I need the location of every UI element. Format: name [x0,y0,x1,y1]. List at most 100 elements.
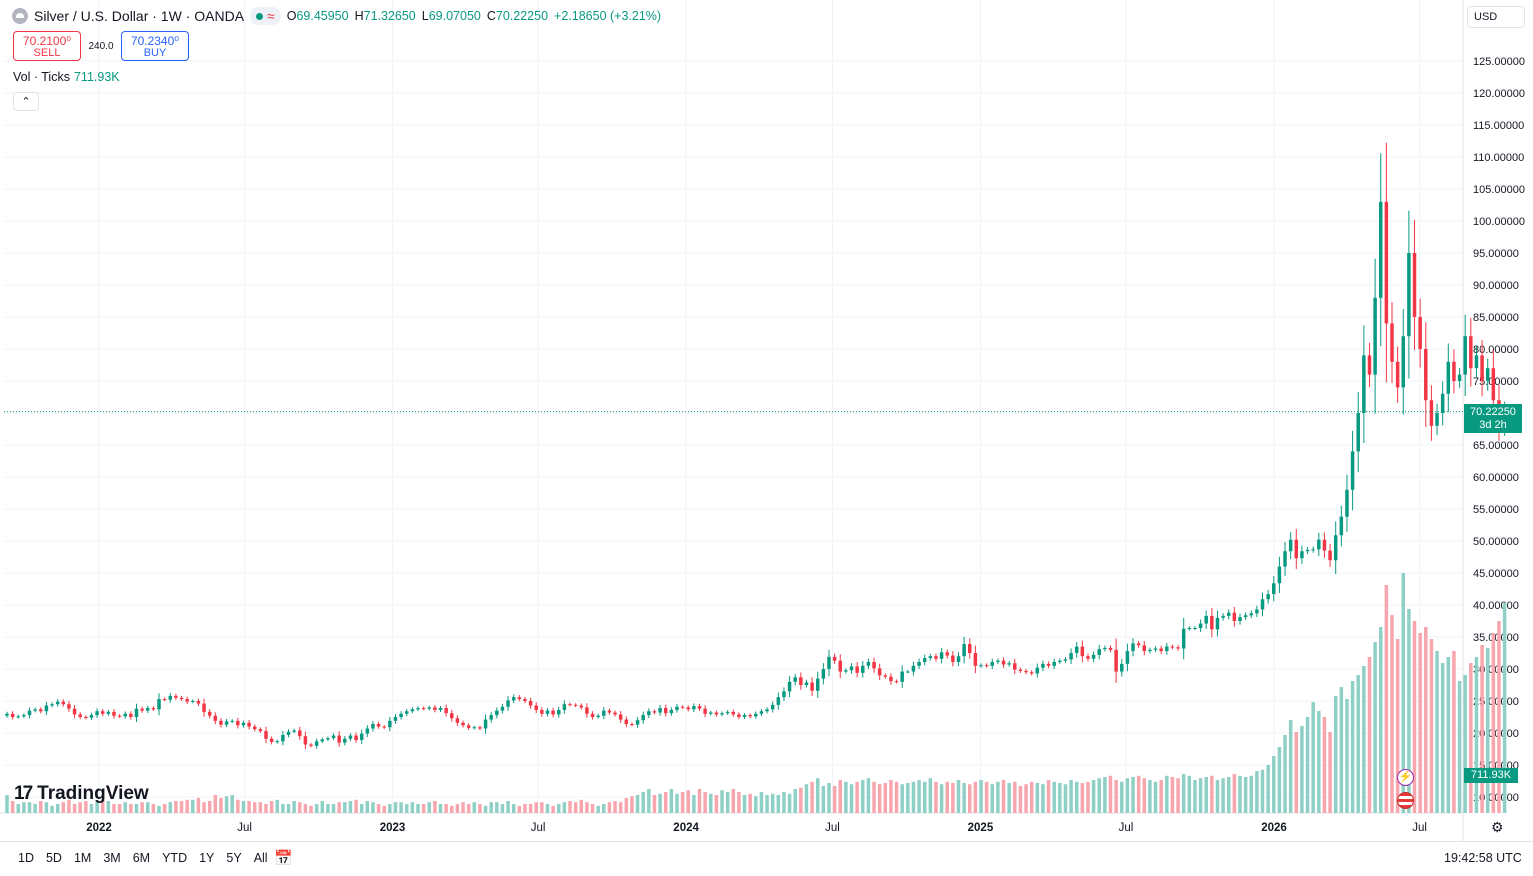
tradingview-logo-icon: 17 [14,783,33,804]
volume-bar [810,781,814,813]
utc-clock[interactable]: 19:42:58 UTC [1444,851,1522,865]
range-5d[interactable]: 5D [45,851,62,865]
price-tick-label: 25.00000 [1473,696,1519,708]
range-1y[interactable]: 1Y [199,851,215,865]
volume-bar [326,804,330,813]
candle-body [309,744,313,746]
volume-bar [84,801,88,813]
settings-gear-icon[interactable]: ⚙ [1491,819,1504,835]
volume-bar [855,781,859,813]
candle-body [50,704,54,706]
candle-body [314,741,319,746]
volume-bar [438,804,443,813]
silver-symbol-icon [12,8,28,24]
volume-bar [112,804,116,813]
volume-bar [680,792,685,813]
volume-bar [624,798,629,813]
volume-bar [1378,627,1383,813]
volume-bar [89,804,94,813]
range-3m[interactable]: 3M [103,851,121,865]
candle-body [776,697,781,705]
symbol-title[interactable]: Silver / U.S. Dollar · 1W · OANDA [34,8,245,24]
volume-bar [720,790,724,813]
price-tick-label: 90.00000 [1473,280,1519,292]
range-ytd[interactable]: YTD [162,851,188,865]
volume-bar [95,802,99,813]
volume-bar [883,783,888,813]
range-5y[interactable]: 5Y [226,851,242,865]
volume-bar [241,801,246,813]
candle-body [669,709,674,714]
volume-bar [1266,765,1270,813]
volume-bar [939,784,944,813]
candle-body [1474,355,1479,369]
volume-bar [1480,645,1484,813]
candle-body [1378,201,1383,298]
candle-body [1018,669,1023,671]
volume-bar [832,786,837,813]
volume-bar [951,783,955,813]
range-6m[interactable]: 6M [132,851,151,865]
volume-bar [562,802,567,813]
sell-button[interactable]: 70.2100⁰ SELL [13,31,81,61]
candle-body [618,714,623,720]
lightning-icon[interactable]: ⚡ [1397,769,1414,786]
candle-body [534,705,538,710]
time-tick-label: 2022 [86,822,112,834]
candle-body [264,731,268,739]
volume-bar [996,781,1000,813]
volume-bar [269,801,274,813]
buy-button[interactable]: 70.2340⁰ BUY [121,31,189,61]
candle-body [1058,660,1062,662]
volume-bar [1452,651,1456,813]
calendar-goto-icon[interactable]: 📅 [274,850,293,867]
candle-body [410,709,415,712]
volume-bar [827,783,831,813]
volume-bar [298,802,302,813]
us-flag-event-icon[interactable] [1397,792,1414,809]
volume-bar [78,802,82,813]
price-tick-label: 95.00000 [1473,248,1519,260]
candle-body [1429,400,1434,426]
volume-bar [618,802,623,813]
range-1m[interactable]: 1M [73,851,92,865]
candle-body [906,671,910,673]
candle-body [1148,649,1152,652]
volume-bar [1424,627,1428,813]
candle-body [365,728,370,734]
time-tick-label: 2024 [673,822,699,834]
collapse-legend-button[interactable]: ⌃ [13,92,39,111]
volume-bar [1384,585,1389,813]
volume-bar [450,805,454,813]
volume-bar [100,799,105,813]
market-status-pill[interactable]: ≈ [250,7,281,25]
candle-body [151,708,156,710]
volume-bar [1283,735,1287,813]
tradingview-logo[interactable]: 17 TradingView [14,783,149,805]
volume-bar [495,802,499,813]
candle-body [573,704,578,706]
volume-bar [697,789,702,813]
volume-bar [466,804,471,813]
volume-bar [613,801,617,813]
volume-legend[interactable]: Vol · Ticks 711.93K [13,70,120,84]
range-all[interactable]: All [253,851,268,865]
volume-bar [1136,775,1141,813]
volume-bar [1018,786,1023,813]
range-1d[interactable]: 1D [18,851,34,865]
candle-body [376,724,381,727]
volume-bar [849,784,854,813]
candle-body [894,681,899,683]
volume-bar [1311,702,1315,813]
volume-bar [1502,603,1507,813]
candle-body [72,708,77,715]
volume-bar [50,805,54,813]
currency-selector[interactable]: USD [1467,6,1525,28]
time-tick-label: Jul [1119,822,1134,834]
candle-body [298,730,302,737]
volume-bar [799,787,803,813]
candle-body [1452,361,1456,381]
candle-body [5,713,9,716]
volume-bar [641,792,645,813]
